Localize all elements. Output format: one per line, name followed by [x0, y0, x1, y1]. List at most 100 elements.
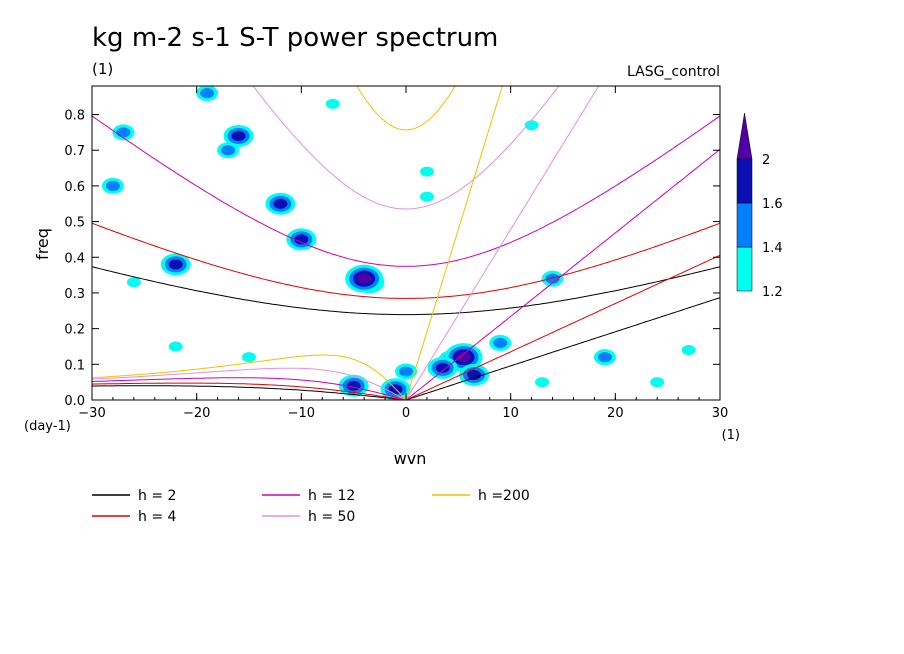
y-axis: 0.0 0.1 0.2 0.3 0.4 0.5 0.6 0.7 0.8 [64, 109, 720, 409]
heatmap-cell [265, 192, 296, 215]
curve-h-12 [92, 115, 720, 400]
heatmap-cell [593, 349, 616, 366]
curve-kelvin [405, 254, 720, 400]
heatmap-cell [419, 191, 434, 202]
heatmap-contour [357, 273, 372, 284]
heatmap-cell [160, 253, 191, 276]
heatmap-contour [294, 234, 309, 245]
heatmap-contour [419, 191, 434, 202]
legend-item: h = 2 [92, 488, 176, 504]
legend-label: h = 2 [138, 488, 176, 504]
heatmap-contour [524, 120, 539, 131]
heatmap-cell [650, 377, 665, 388]
x-tick-label: 10 [502, 406, 519, 421]
heatmap-contour [126, 277, 141, 288]
curve-rossby [92, 367, 407, 400]
heatmap-cell [217, 142, 240, 159]
x-tick-label: 20 [607, 406, 624, 421]
heatmap-contour [419, 166, 434, 177]
y-tick-label: 0.6 [64, 180, 85, 195]
colorbar-arrow [736, 112, 753, 160]
colorbar-segment [736, 158, 753, 204]
curve-ig [356, 86, 456, 131]
heatmap-cell [242, 352, 256, 363]
x-tick-label: 30 [712, 406, 729, 421]
curve-kelvin [405, 86, 503, 400]
y-tick-label: 0.1 [64, 358, 85, 373]
legend-label: h = 4 [138, 509, 177, 525]
legend-label: h = 12 [308, 488, 355, 504]
legend-label: h = 50 [308, 509, 355, 525]
curve-rossby [92, 382, 407, 400]
colorbar-label: 1.6 [762, 197, 783, 212]
colorbar-label: 1.2 [762, 285, 783, 300]
heatmap-cell [345, 264, 384, 293]
heatmap-contour [168, 259, 183, 270]
heatmap-contour [200, 88, 215, 99]
chart-subtitle-left: (1) [92, 60, 113, 78]
x-axis: −30 −20 −10 0 10 20 30 [78, 86, 728, 421]
heatmap-contour [456, 352, 471, 363]
heatmap-cell [427, 356, 458, 379]
dispersion-curves [92, 86, 720, 400]
curve-ig [92, 222, 720, 299]
heatmap-contour [535, 377, 550, 388]
curve-rossby [92, 385, 407, 400]
curve-h-200 [92, 86, 503, 400]
heatmap-cell [286, 228, 317, 251]
plot-frame [91, 85, 721, 401]
heatmap-cell [535, 377, 550, 388]
y-tick-label: 0.7 [64, 144, 85, 159]
curve-kelvin [405, 148, 720, 400]
x-tick-label: −20 [183, 406, 210, 421]
heatmap-contour [597, 352, 612, 363]
x-tick-label: −10 [288, 406, 315, 421]
legend-label: h =200 [478, 488, 530, 504]
heatmap-cell [541, 270, 564, 287]
heatmap-contour [545, 273, 560, 284]
y-tick-label: 0.4 [64, 251, 85, 266]
curve-ig [92, 115, 720, 267]
curve-rossby [92, 377, 407, 400]
heatmap-cell [395, 363, 417, 380]
x-axis-label: wvn [394, 449, 427, 468]
y-tick-label: 0.2 [64, 323, 85, 338]
x-axis-unit: (1) [722, 428, 740, 443]
heatmap-contour [467, 370, 482, 381]
heatmap-contour [116, 127, 131, 138]
heatmap-contour [435, 362, 450, 373]
heatmap-cell [223, 124, 254, 147]
legend-item: h = 4 [92, 509, 177, 525]
legend-item: h = 12 [262, 488, 355, 504]
heatmap-cell [101, 177, 124, 194]
heatmap-cell [126, 277, 141, 288]
colorbar-segment [736, 202, 753, 248]
chart-title: kg m-2 s-1 S-T power spectrum [92, 23, 498, 53]
colorbar: 1.2 1.4 1.6 2 [736, 112, 783, 300]
curve-rossby [92, 354, 407, 400]
heatmap-contour [681, 345, 696, 356]
legend: h = 2 h = 4 h = 12 h = 50 h =200 [92, 488, 530, 525]
heatmap-cell [419, 166, 434, 177]
legend-item: h =200 [432, 488, 530, 504]
heatmap-contour [105, 180, 120, 191]
heatmap-cell [325, 98, 340, 109]
heatmap-contour [399, 366, 413, 377]
colorbar-label: 2 [762, 153, 770, 168]
heatmap-contour [168, 341, 183, 352]
curve-kelvin [405, 297, 720, 400]
heatmap-cell [459, 364, 490, 387]
chart-subtitle-right: LASG_control [627, 64, 720, 80]
heatmap-cell [489, 334, 512, 351]
curve-h-2 [92, 266, 720, 400]
legend-item: h = 50 [262, 509, 355, 525]
heatmap-cell [524, 120, 539, 131]
curve-kelvin [405, 86, 600, 400]
heatmap-cell [168, 341, 183, 352]
heatmap-cell [196, 86, 219, 102]
heatmap-contour [231, 130, 246, 141]
y-tick-label: 0.3 [64, 287, 85, 302]
y-tick-label: 0.0 [64, 394, 85, 409]
curve-ig [92, 266, 720, 316]
heatmap-contour [273, 198, 288, 209]
